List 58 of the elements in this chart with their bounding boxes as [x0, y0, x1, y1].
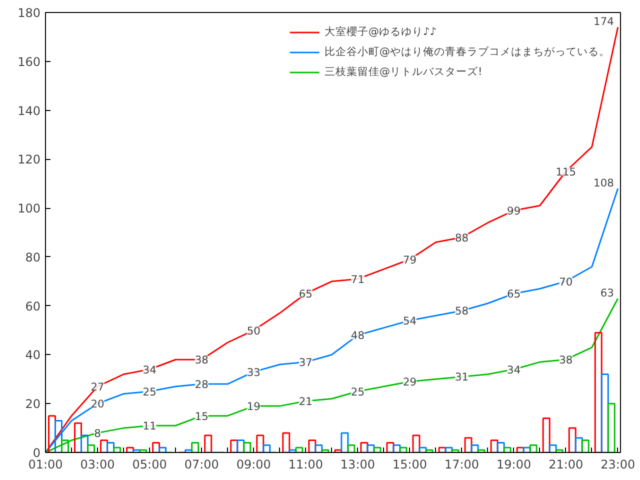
annotation: 70 — [559, 275, 573, 288]
annotation: 29 — [402, 376, 417, 389]
legend-label: 大室櫻子@ゆるゆり♪♪ — [324, 25, 437, 39]
annotation: 58 — [455, 304, 469, 318]
annotation: 28 — [194, 378, 209, 392]
annotation: 31 — [455, 370, 469, 384]
annotation: 25 — [350, 385, 364, 398]
y-tick-label: 0 — [32, 446, 41, 460]
annotation: 79 — [402, 253, 417, 266]
legend-label: 三枝葉留佳@リトルバスターズ! — [324, 65, 482, 79]
x-tick-label: 11:00 — [288, 458, 323, 472]
annotation: 11 — [142, 420, 156, 433]
annotation: 20 — [90, 398, 105, 411]
annotation: 50 — [246, 324, 261, 338]
annotation: 65 — [298, 288, 312, 301]
y-tick-label: 180 — [18, 6, 40, 20]
y-tick-label: 120 — [18, 152, 40, 167]
y-tick-label: 20 — [25, 397, 41, 412]
annotation: 33 — [246, 366, 260, 379]
annotation: 54 — [402, 314, 417, 328]
annotation: 8 — [94, 426, 102, 440]
annotation: 48 — [350, 329, 365, 342]
y-tick-label: 160 — [18, 54, 40, 69]
annotation: 34 — [507, 363, 521, 376]
x-tick-label: 13:00 — [340, 458, 376, 472]
annotation: 88 — [455, 231, 469, 244]
x-tick-label: 19:00 — [496, 458, 532, 472]
annotation: 34 — [142, 363, 157, 376]
y-tick-label: 60 — [25, 299, 41, 314]
legend-label: 比企谷小町@やはり俺の青春ラブコメはまちがっている。 — [324, 45, 610, 59]
x-tick-label: 09:00 — [236, 458, 271, 472]
y-tick-label: 100 — [18, 202, 40, 216]
annotation: 37 — [298, 356, 312, 370]
annotation: 65 — [507, 288, 521, 301]
x-tick-label: 21:00 — [548, 458, 584, 472]
annotation: 38 — [194, 354, 209, 367]
y-tick-label: 80 — [25, 250, 41, 264]
annotation: 99 — [507, 204, 521, 218]
annotation: 38 — [559, 354, 573, 367]
x-tick-label: 01:00 — [28, 458, 63, 472]
annotation: 108 — [594, 176, 614, 190]
y-tick-label: 40 — [25, 348, 41, 362]
annotation: 19 — [246, 400, 261, 414]
annotation: 174 — [594, 15, 614, 28]
annotation: 115 — [556, 165, 576, 178]
x-tick-label: 03:00 — [80, 458, 115, 472]
x-tick-label: 05:00 — [132, 458, 167, 472]
x-tick-label: 15:00 — [392, 458, 428, 472]
annotation: 63 — [600, 286, 614, 300]
annotation: 15 — [194, 410, 208, 423]
annotation: 21 — [298, 395, 312, 408]
annotation: 27 — [90, 380, 104, 394]
x-tick-label: 17:00 — [444, 458, 480, 472]
y-tick-label: 140 — [18, 104, 40, 118]
annotation: 25 — [142, 385, 156, 398]
x-tick-label: 07:00 — [184, 458, 219, 472]
annotation: 71 — [350, 272, 364, 286]
x-tick-label: 23:00 — [600, 458, 636, 472]
